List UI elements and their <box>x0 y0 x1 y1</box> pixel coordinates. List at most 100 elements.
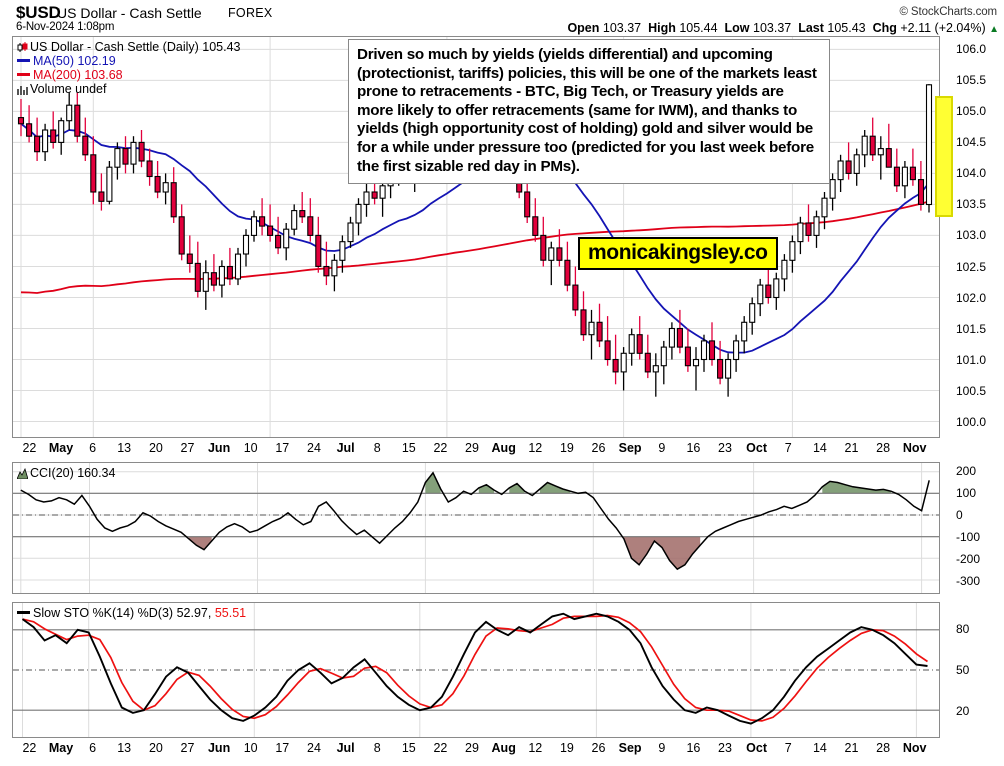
cci-indicator-panel[interactable] <box>12 462 940 594</box>
x-axis-tick: 8 <box>373 441 381 455</box>
last-value: 105.43 <box>827 21 866 35</box>
price-y-axis: 100.0 100.5 101.0 101.5 102.0 102.5 103.0 103.5… <box>948 36 1004 438</box>
volume-legend-row: Volume undef <box>17 82 241 96</box>
ma50-color-swatch <box>17 59 30 63</box>
x-axis-tick: 22 <box>433 441 448 455</box>
symbol-ticker: $USD <box>16 3 61 22</box>
stochastics-indicator-panel[interactable] <box>12 602 940 738</box>
high-value: 105.44 <box>679 21 718 35</box>
stochastics-panel-legend: Slow STO %K(14) %D(3) 52.97, 55.51 <box>17 606 246 620</box>
price-panel-legend: US Dollar - Cash Settle (Daily) 105.43 M… <box>17 40 241 96</box>
x-axis-tick: 15 <box>401 741 416 755</box>
site-watermark: monicakingsley.co <box>578 237 778 270</box>
stochastics-k-value: 52.97, <box>176 606 212 620</box>
x-axis-tick: 13 <box>117 741 132 755</box>
stochastics-k-color-swatch <box>17 611 30 615</box>
x-axis-tick: 7 <box>784 441 792 455</box>
cci-area-icon <box>17 468 28 479</box>
last-price-highlight <box>935 96 953 217</box>
x-axis-tick: 17 <box>275 441 290 455</box>
x-axis-tick: 22 <box>22 441 37 455</box>
cci-axis-tick: 200 <box>956 463 977 478</box>
x-axis-tick: 12 <box>528 441 543 455</box>
x-axis-tick: 13 <box>117 441 132 455</box>
price-axis-tick: 103.0 <box>956 228 987 243</box>
candlestick-icon <box>17 42 28 53</box>
cci-axis-tick: -100 <box>956 529 981 544</box>
x-axis-tick: 14 <box>812 441 827 455</box>
open-value: 103.37 <box>602 21 642 35</box>
x-axis-tick: Sep <box>618 741 642 755</box>
x-axis-tick: 23 <box>718 741 732 755</box>
x-axis-tick: 17 <box>275 741 290 755</box>
chart-header: $USD US Dollar - Cash Settle FOREX 6-Nov… <box>0 0 1004 35</box>
low-label: Low <box>724 21 750 35</box>
price-axis-tick: 106.0 <box>956 41 987 56</box>
stochastics-x-axis: 22 May 6 13 20 27 Jun 10 17 24 Jul 8 15 22 29 Aug 12 19 26… <box>12 740 940 760</box>
x-axis-tick: 10 <box>243 441 258 455</box>
high-label: High <box>648 21 676 35</box>
price-axis-tick: 104.5 <box>956 135 987 149</box>
x-axis-tick: 16 <box>686 441 701 455</box>
price-legend-title: US Dollar - Cash Settle (Daily) 105.43 <box>30 40 241 54</box>
stochastics-y-axis: 80 50 20 <box>948 602 1004 738</box>
price-axis-tick: 102.0 <box>956 290 987 305</box>
x-axis-tick: 29 <box>465 741 479 755</box>
x-axis-tick: 12 <box>528 741 543 755</box>
x-axis-tick: 7 <box>784 741 792 755</box>
ma200-color-swatch <box>17 73 30 77</box>
x-axis-tick: Nov <box>902 441 927 455</box>
x-axis-tick: 20 <box>148 741 163 755</box>
cci-axis-tick: -200 <box>956 551 981 566</box>
x-axis-tick: 21 <box>844 741 859 755</box>
price-axis-tick: 105.5 <box>956 72 987 87</box>
x-axis-tick: 9 <box>658 441 666 455</box>
x-axis-tick: 26 <box>591 441 606 455</box>
stochastics-d-value: 55.51 <box>214 606 247 620</box>
price-axis-tick: 104.0 <box>956 166 987 181</box>
x-axis-tick: Jul <box>336 441 355 455</box>
price-x-axis: 22 May 6 13 20 27 Jun 10 17 24 Jul 8 15 22 29 Aug 12 19 26… <box>12 440 940 460</box>
x-axis-tick: 6 <box>89 741 97 755</box>
chg-label: Chg <box>872 21 897 35</box>
x-axis-tick: May <box>48 441 74 455</box>
open-label: Open <box>567 21 600 35</box>
cci-panel-legend: CCI(20) 160.34 <box>17 466 115 480</box>
x-axis-tick: Jul <box>336 741 355 755</box>
ma50-legend-label: MA(50) 102.19 <box>33 54 116 68</box>
cci-axis-tick: 100 <box>956 485 977 500</box>
x-axis-tick: 27 <box>180 441 195 455</box>
sto-axis-tick: 80 <box>956 622 970 637</box>
low-value: 103.37 <box>753 21 792 35</box>
price-axis-tick: 101.5 <box>956 321 987 336</box>
x-axis-tick: Jun <box>207 741 231 755</box>
x-axis-tick: 21 <box>844 441 859 455</box>
up-triangle-icon: ▲ <box>989 24 999 35</box>
volume-bars-icon <box>17 84 28 95</box>
symbol-description: US Dollar - Cash Settle <box>57 5 202 21</box>
x-axis-tick: 29 <box>465 441 479 455</box>
cci-y-axis: 200 100 0 -100 -200 -300 <box>948 462 1004 594</box>
price-legend-title-row: US Dollar - Cash Settle (Daily) 105.43 <box>17 40 241 54</box>
x-axis-tick: May <box>48 741 74 755</box>
price-axis-tick: 101.0 <box>956 353 987 368</box>
x-axis-tick: 24 <box>307 441 321 455</box>
cci-axis-tick: -300 <box>956 573 981 588</box>
chart-datetime: 6-Nov-2024 1:08pm <box>16 21 115 33</box>
stochastics-legend-prefix: Slow STO %K(14) %D(3) <box>33 606 177 620</box>
x-axis-tick: 14 <box>812 741 827 755</box>
x-axis-tick: Nov <box>902 741 927 755</box>
cci-axis-tick: 0 <box>956 507 963 522</box>
x-axis-tick: 19 <box>559 441 574 455</box>
ma200-legend-row: MA(200) 103.68 <box>17 68 241 82</box>
x-axis-tick: 6 <box>89 441 97 455</box>
x-axis-tick: 9 <box>658 741 666 755</box>
ma200-legend-label: MA(200) 103.68 <box>33 68 123 82</box>
x-axis-tick: 10 <box>243 741 258 755</box>
x-axis-tick: 22 <box>433 741 448 755</box>
ma50-legend-row: MA(50) 102.19 <box>17 54 241 68</box>
x-axis-tick: 15 <box>401 441 416 455</box>
x-axis-tick: 26 <box>591 741 606 755</box>
x-axis-tick: 20 <box>148 441 163 455</box>
volume-legend-label: Volume undef <box>30 82 107 96</box>
